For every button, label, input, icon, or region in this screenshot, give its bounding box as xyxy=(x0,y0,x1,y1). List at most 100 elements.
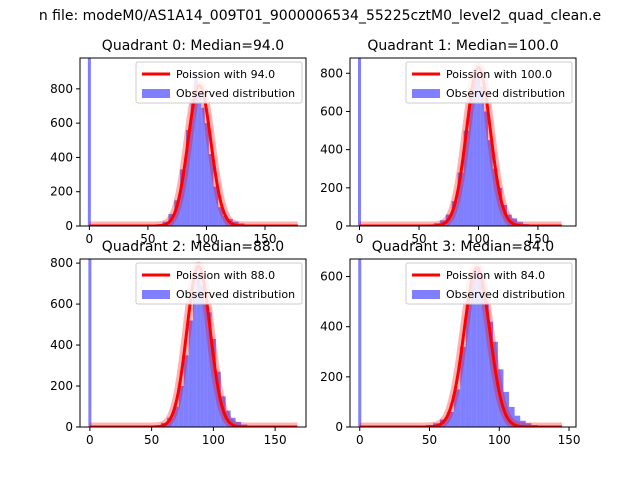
y-tick-label: 400 xyxy=(50,338,73,352)
zero-bin-bar xyxy=(358,58,362,226)
x-tick-label: 0 xyxy=(86,433,94,447)
y-tick-label: 800 xyxy=(320,66,343,80)
histogram-bar xyxy=(180,169,186,226)
y-tick-label: 600 xyxy=(50,116,73,130)
x-tick-label: 50 xyxy=(422,433,437,447)
histogram-bar xyxy=(208,154,214,226)
histogram-bar xyxy=(193,293,197,427)
legend: Poission with 100.0 Observed distribution xyxy=(405,61,573,104)
legend-bar-swatch xyxy=(142,290,170,299)
histogram-bar xyxy=(492,341,498,427)
quadrant-0-title: Quadrant 0: Median=94.0 xyxy=(102,38,284,54)
histogram-bar xyxy=(188,320,193,427)
legend-poisson-label: Poission with 88.0 xyxy=(176,269,275,282)
histogram-bar xyxy=(183,355,189,427)
y-tick-label: 0 xyxy=(65,219,73,233)
histogram-bar xyxy=(173,406,179,427)
quadrant-0-panel: 0 50 100 150 0 200 400 600 800 Quadrant 0: Median… xyxy=(50,38,307,246)
histogram-bar xyxy=(473,69,477,226)
histogram-bar xyxy=(230,417,236,427)
histogram-bar xyxy=(488,321,493,427)
histogram-bar xyxy=(476,77,481,226)
y-tick-label: 600 xyxy=(320,104,343,118)
y-tick-label: 800 xyxy=(50,256,73,270)
histogram-bar xyxy=(497,187,503,226)
zero-bin-bar xyxy=(88,259,92,427)
histogram-bar xyxy=(463,130,469,226)
legend-poisson-label: Poission with 84.0 xyxy=(446,269,545,282)
histogram-bar xyxy=(484,301,489,427)
y-tick-label: 200 xyxy=(50,185,73,199)
x-tick-label: 0 xyxy=(356,433,364,447)
legend: Poission with 88.0 Observed distribution xyxy=(135,262,303,305)
zero-bin-bar xyxy=(87,58,91,226)
zero-bin-bar xyxy=(358,259,362,427)
legend-observed-label: Observed distribution xyxy=(176,288,295,301)
x-tick-label: 100 xyxy=(467,232,490,246)
histogram-bar xyxy=(204,123,209,226)
histogram-bar xyxy=(460,346,466,427)
legend-box xyxy=(135,262,303,305)
axes-frame xyxy=(79,258,307,428)
histogram-bar xyxy=(196,275,201,427)
x-tick-label: 100 xyxy=(195,232,218,246)
legend-observed-label: Observed distribution xyxy=(446,288,565,301)
x-tick-label: 150 xyxy=(526,232,549,246)
histogram-bar xyxy=(465,301,472,427)
histogram-bar xyxy=(207,312,212,427)
histogram-bar xyxy=(174,200,181,226)
legend-box xyxy=(405,61,573,104)
histogram-bar xyxy=(476,266,481,427)
y-tick-label: 0 xyxy=(65,420,73,434)
histogram-bar xyxy=(194,75,198,226)
histogram-bar xyxy=(520,420,526,427)
axes-frame xyxy=(349,57,577,227)
x-tick-label: 0 xyxy=(86,232,94,246)
y-tick-label: 400 xyxy=(320,320,343,334)
legend-observed-label: Observed distribution xyxy=(446,87,565,100)
legend-poisson-label: Poission with 100.0 xyxy=(446,68,552,81)
y-tick-label: 400 xyxy=(50,150,73,164)
quadrant-1-title: Quadrant 1: Median=100.0 xyxy=(367,38,558,54)
histogram-bar xyxy=(185,130,191,226)
y-tick-label: 0 xyxy=(335,219,343,233)
histogram-bar xyxy=(514,415,521,427)
histogram-bar xyxy=(511,218,518,226)
x-tick-label: 100 xyxy=(488,433,511,447)
figure-suptitle: n file: modeM0/AS1A14_009T01_9000006534_… xyxy=(39,8,601,24)
histogram-bar xyxy=(218,207,223,226)
histogram-bar xyxy=(525,423,532,427)
histogram-bar xyxy=(480,281,485,427)
histogram-bar xyxy=(468,88,474,226)
quadrant-2-title: Quadrant 2: Median=88.0 xyxy=(102,239,284,255)
legend: Poission with 94.0 Observed distribution xyxy=(135,61,303,104)
y-tick-label: 200 xyxy=(320,181,343,195)
y-tick-label: 800 xyxy=(50,82,73,96)
x-tick-label: 150 xyxy=(254,232,277,246)
histogram-bar xyxy=(178,386,184,427)
histogram-bar xyxy=(201,107,205,226)
histogram-bar xyxy=(471,274,477,427)
histogram-bar xyxy=(167,417,174,427)
histogram-bar xyxy=(215,371,221,427)
histogram-bar xyxy=(480,86,484,226)
quadrant-3-title: Quadrant 3: Median=84.0 xyxy=(372,239,554,255)
legend: Poission with 84.0 Observed distribution xyxy=(405,262,573,305)
histogram-bar xyxy=(197,92,202,226)
y-tick-label: 600 xyxy=(50,297,73,311)
axes-frame xyxy=(349,258,577,428)
histogram-bar xyxy=(451,201,458,226)
histogram-bar xyxy=(487,140,493,226)
histogram-bar xyxy=(517,222,524,226)
axes-frame xyxy=(79,57,307,227)
legend-bar-swatch xyxy=(142,89,170,98)
histogram-bar xyxy=(509,406,515,427)
x-tick-label: 50 xyxy=(144,433,159,447)
legend-box xyxy=(135,61,303,104)
histogram-bar xyxy=(213,186,219,226)
histogram-bar xyxy=(200,285,205,427)
histogram-bar xyxy=(235,421,242,427)
y-tick-label: 400 xyxy=(320,143,343,157)
histogram-bar xyxy=(483,111,488,226)
